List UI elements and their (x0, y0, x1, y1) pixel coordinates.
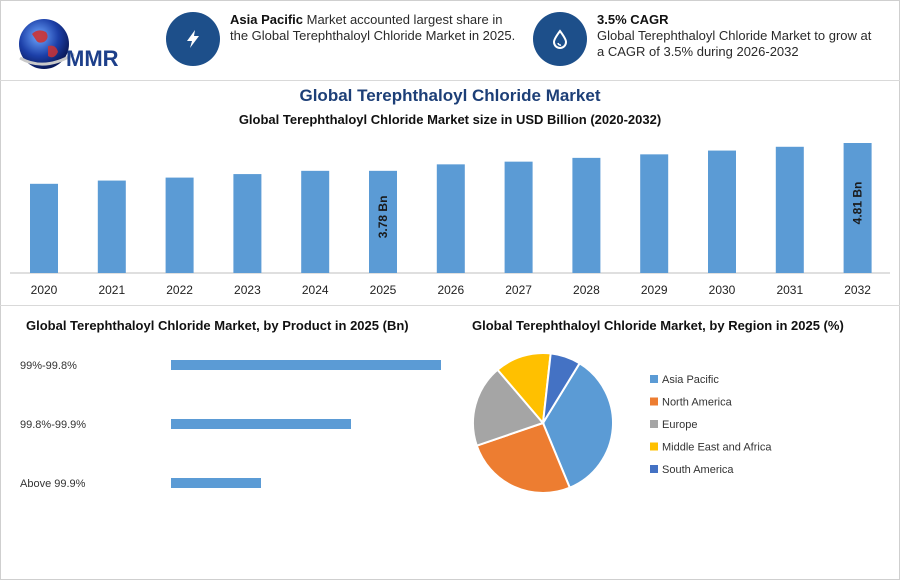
globe-icon (19, 19, 69, 69)
legend-label: Middle East and Africa (662, 442, 772, 454)
x-tick-label: 2020 (31, 283, 58, 297)
x-tick-label: 2029 (641, 283, 668, 297)
x-tick-label: 2032 (844, 283, 871, 297)
product-category-label: 99%-99.8% (20, 360, 77, 372)
bar-2021 (97, 180, 126, 273)
product-chart-title: Global Terephthaloyl Chloride Market, by… (26, 318, 409, 333)
product-bar-chart: 99%-99.8% 99.8%-99.9% Above 99.9% (20, 360, 441, 490)
x-tick-label: 2027 (505, 283, 532, 297)
bar-2024 (301, 170, 330, 273)
divider (0, 80, 900, 81)
highlight-bold: 3.5% CAGR (597, 12, 669, 27)
region-pie-chart: Asia Pacific North America Europe Middle Ea… (472, 352, 772, 494)
product-bar (171, 419, 351, 429)
bar-2031 (775, 146, 804, 273)
divider (0, 305, 900, 306)
lightning-icon (166, 12, 220, 66)
bar-2028 (572, 157, 601, 273)
main-title: Global Terephthaloyl Chloride Market (299, 86, 601, 105)
highlight-body: Global Terephthaloyl Chloride Market to … (597, 28, 872, 59)
x-tick-label: 2021 (98, 283, 125, 297)
highlight-cagr: 3.5% CAGR Global Terephthaloyl Chloride … (533, 12, 888, 66)
bar-chart-title: Global Terephthaloyl Chloride Market siz… (238, 112, 662, 127)
legend-swatch (650, 420, 658, 428)
highlight-asia-pacific: Asia Pacific Market accounted largest sh… (166, 12, 526, 66)
product-category-label: 99.8%-99.9% (20, 419, 86, 431)
legend-label: South America (662, 464, 734, 476)
product-category-label: Above 99.9% (20, 478, 86, 490)
product-bar (171, 478, 261, 488)
product-bar (171, 360, 441, 370)
highlight-bold: Asia Pacific (230, 12, 303, 27)
x-tick-label: 2022 (166, 283, 193, 297)
highlight-text: Asia Pacific Market accounted largest sh… (230, 12, 520, 44)
pie-slice (542, 352, 581, 424)
bar-2032 (843, 143, 872, 273)
bar-2026 (436, 164, 465, 273)
legend-swatch (650, 375, 658, 383)
x-tick-label: 2030 (709, 283, 736, 297)
x-tick-label: 2024 (302, 283, 329, 297)
x-tick-label: 2025 (370, 283, 397, 297)
bar-2022 (165, 177, 194, 273)
legend-label: North America (662, 397, 733, 409)
legend-swatch (650, 442, 658, 451)
bar-2020 (30, 183, 58, 273)
bar-2030 (708, 150, 736, 273)
legend-swatch (650, 397, 658, 406)
pie-slice (541, 361, 614, 489)
market-size-bar-chart: 2020 2021 2022 2023 2024 2025 3.78 Bn 2026 2027 2… (10, 143, 890, 297)
x-tick-label: 2028 (573, 283, 600, 297)
pie-slice (475, 421, 572, 494)
water-drop-icon (533, 12, 587, 66)
pie-slice (496, 352, 552, 426)
bar-2025 (369, 170, 397, 273)
highlight-text: 3.5% CAGR Global Terephthaloyl Chloride … (597, 12, 882, 60)
mmr-logo: MMR (14, 14, 144, 76)
pie-slice (472, 368, 545, 447)
x-tick-label: 2026 (437, 283, 464, 297)
highlight-body: Market accounted largest share in the Gl… (230, 12, 516, 43)
x-tick-label: 2031 (776, 283, 803, 297)
legend-swatch (650, 465, 658, 473)
logo-text: MMR (66, 46, 119, 71)
legend-label: Asia Pacific (662, 374, 719, 386)
region-chart-title: Global Terephthaloyl Chloride Market, by… (472, 318, 844, 333)
bar-data-label: 3.78 Bn (376, 196, 390, 239)
x-tick-label: 2023 (234, 283, 261, 297)
bar-data-label: 4.81 Bn (851, 182, 865, 225)
bar-2023 (233, 174, 262, 273)
bar-2027 (504, 161, 533, 273)
legend-label: Europe (662, 419, 697, 431)
bar-2029 (640, 154, 669, 273)
